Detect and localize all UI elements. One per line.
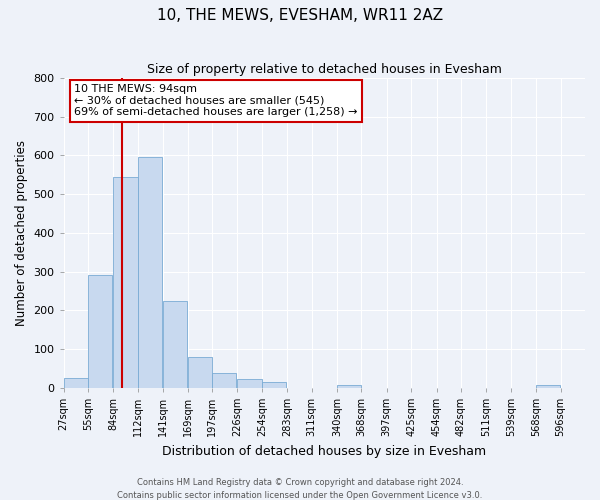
Bar: [536, 384, 560, 388]
Bar: [64, 378, 88, 388]
Bar: [262, 382, 286, 388]
Text: Contains HM Land Registry data © Crown copyright and database right 2024.
Contai: Contains HM Land Registry data © Crown c…: [118, 478, 482, 500]
Bar: [337, 384, 361, 388]
Bar: [88, 276, 112, 388]
Text: 10 THE MEWS: 94sqm
← 30% of detached houses are smaller (545)
69% of semi-detach: 10 THE MEWS: 94sqm ← 30% of detached hou…: [74, 84, 358, 117]
Y-axis label: Number of detached properties: Number of detached properties: [15, 140, 28, 326]
Bar: [188, 357, 212, 388]
X-axis label: Distribution of detached houses by size in Evesham: Distribution of detached houses by size …: [162, 444, 487, 458]
Bar: [138, 158, 162, 388]
Bar: [212, 373, 236, 388]
Bar: [238, 379, 262, 388]
Bar: [113, 177, 137, 388]
Title: Size of property relative to detached houses in Evesham: Size of property relative to detached ho…: [147, 62, 502, 76]
Bar: [163, 300, 187, 388]
Text: 10, THE MEWS, EVESHAM, WR11 2AZ: 10, THE MEWS, EVESHAM, WR11 2AZ: [157, 8, 443, 22]
